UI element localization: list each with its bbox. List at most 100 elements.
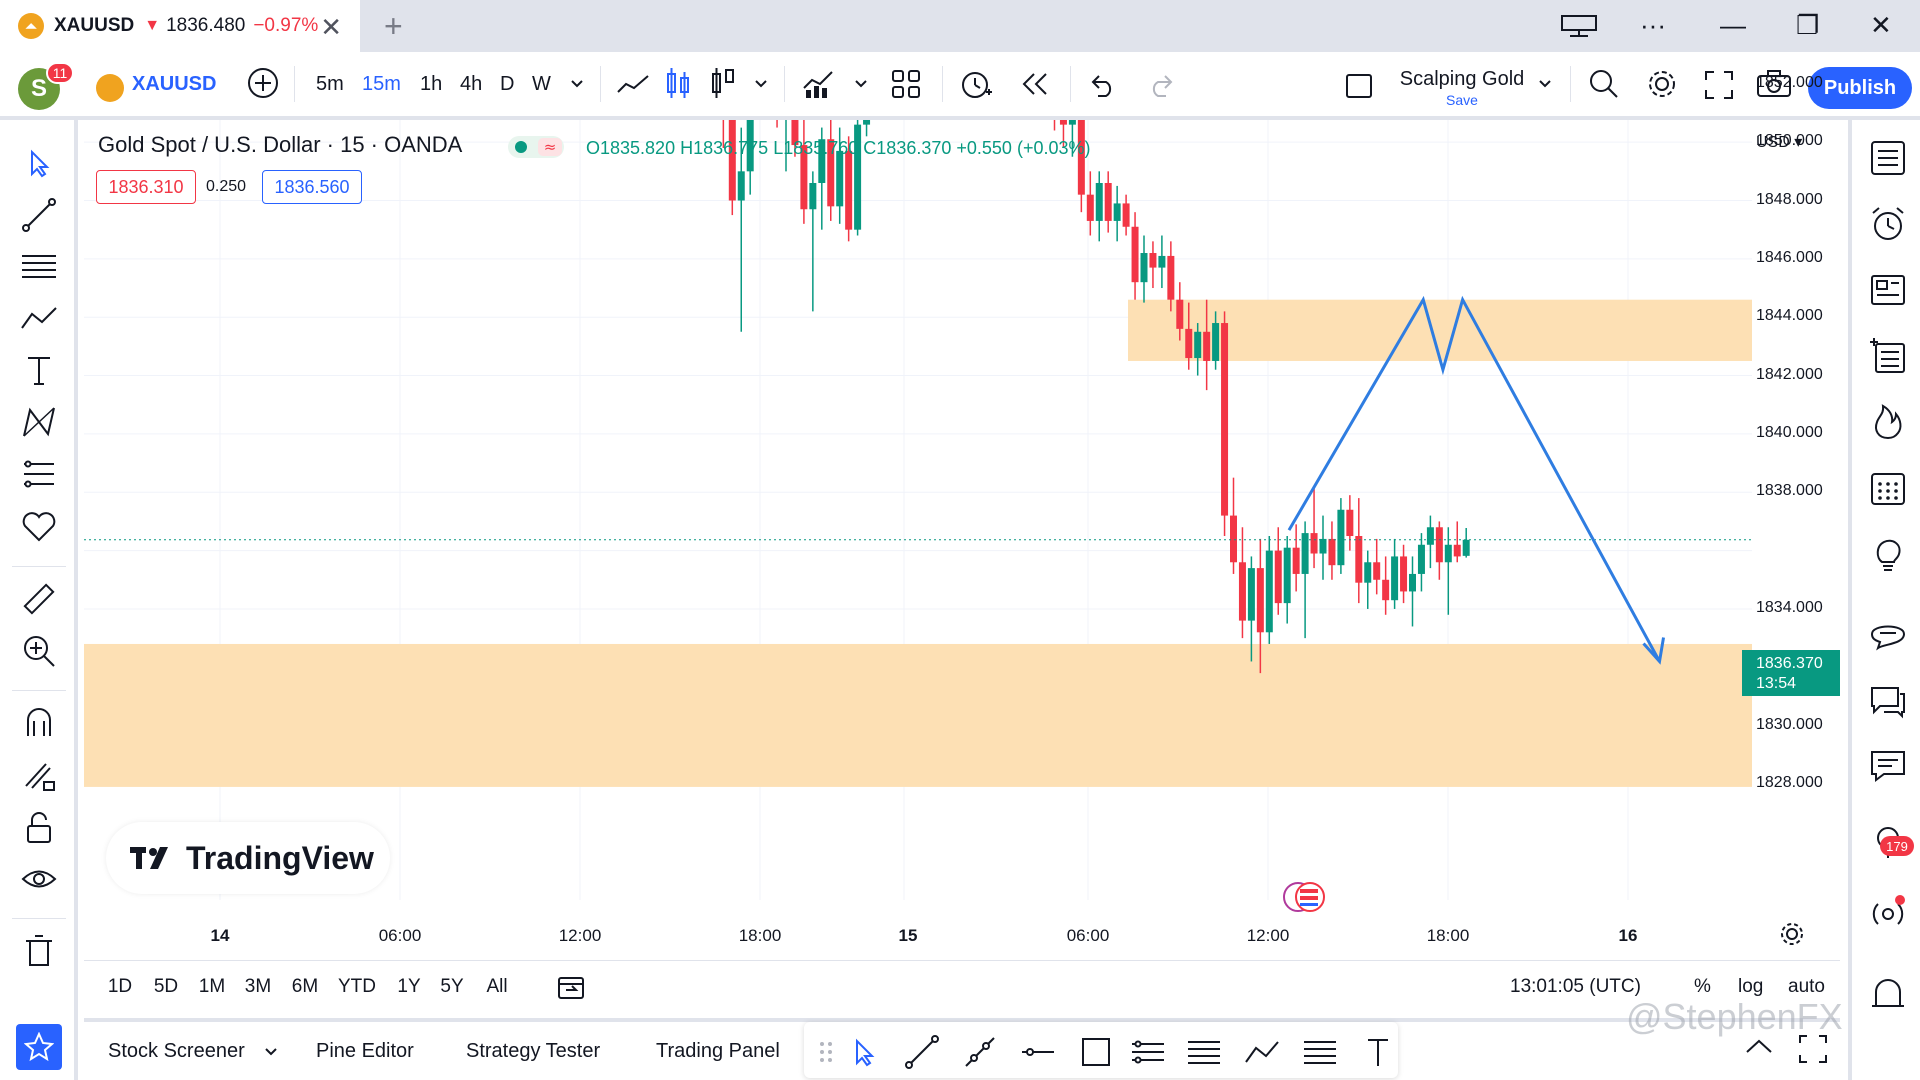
interval-5m[interactable]: 5m (316, 72, 344, 95)
range-button[interactable]: 5Y (440, 976, 464, 997)
broadcast-icon[interactable] (1868, 894, 1908, 934)
eye-icon[interactable] (20, 860, 58, 898)
goto-date-icon[interactable] (556, 974, 586, 1002)
pencil-lock-icon[interactable] (20, 756, 58, 794)
range-button[interactable]: 1Y (397, 976, 421, 997)
interval-1h[interactable]: 1h (420, 72, 443, 95)
ruler-icon[interactable] (20, 580, 58, 618)
fullscreen-icon[interactable] (1704, 70, 1734, 100)
axis-settings-gear-icon[interactable] (1778, 920, 1806, 948)
data-window-icon[interactable] (1868, 270, 1908, 310)
bar-style-icon[interactable] (710, 66, 738, 102)
text-tool-icon[interactable] (1360, 1034, 1396, 1070)
trend-line-icon[interactable] (904, 1034, 940, 1070)
chevron-down-icon[interactable] (854, 78, 868, 92)
chevron-down-icon[interactable] (570, 78, 584, 92)
help-bell-icon[interactable] (1868, 974, 1908, 1014)
chats-icon[interactable] (1868, 680, 1908, 720)
indicators-icon[interactable] (802, 66, 836, 102)
price-chart[interactable] (84, 120, 1840, 958)
range-button[interactable]: All (486, 976, 508, 997)
lock-icon[interactable] (20, 808, 58, 846)
compare-add-icon[interactable] (246, 66, 280, 102)
range-button[interactable]: 6M (291, 976, 319, 997)
tab-trading-panel[interactable]: Trading Panel (656, 1040, 780, 1062)
ray-icon[interactable] (962, 1034, 998, 1070)
interval-w[interactable]: W (532, 72, 551, 95)
redo-icon[interactable] (1146, 70, 1176, 100)
alarm-clock-icon[interactable] (1868, 204, 1908, 244)
layout-name[interactable]: Scalping Gold (1399, 68, 1525, 90)
range-button[interactable]: YTD (338, 976, 376, 997)
minimize-icon[interactable]: — (1720, 10, 1746, 40)
range-button[interactable]: 1D (107, 976, 133, 997)
layout-checkbox-icon[interactable] (1344, 72, 1374, 100)
buy-price-button[interactable]: 1836.560 (262, 170, 362, 204)
object-tree-icon[interactable] (1868, 336, 1908, 376)
utc-clock[interactable]: 13:01:05 (UTC) (1510, 976, 1641, 997)
percent-scale-toggle[interactable]: % (1694, 976, 1711, 997)
projection-icon[interactable] (20, 404, 58, 442)
window-menu-icon[interactable]: ··· (1640, 10, 1666, 40)
fib-retracement-icon[interactable] (1302, 1034, 1338, 1070)
sell-price-button[interactable]: 1836.310 (96, 170, 196, 204)
tab-strategy-tester[interactable]: Strategy Tester (466, 1040, 601, 1062)
pitchfork-icon[interactable] (1186, 1034, 1222, 1070)
search-icon[interactable] (1588, 68, 1620, 102)
chat-icon[interactable] (1868, 746, 1908, 786)
camera-icon[interactable] (1756, 68, 1792, 102)
auto-scale-toggle[interactable]: auto (1788, 976, 1825, 997)
publish-button[interactable]: Publish (1808, 67, 1912, 109)
heart-icon[interactable] (20, 508, 58, 546)
screens-icon[interactable] (1560, 14, 1598, 38)
range-button[interactable]: 1M (198, 976, 226, 997)
tab-pine-editor[interactable]: Pine Editor (316, 1040, 414, 1062)
horizontal-line-icon[interactable] (1020, 1034, 1056, 1070)
trend-line-icon[interactable] (20, 196, 58, 234)
watchlist-icon[interactable] (1868, 138, 1908, 178)
forecast-icon[interactable] (20, 456, 58, 494)
zoom-in-icon[interactable] (20, 632, 58, 670)
maximize-panel-icon[interactable] (1798, 1034, 1828, 1064)
rectangle-icon[interactable] (1078, 1034, 1114, 1070)
fib-lines-icon[interactable] (20, 248, 58, 286)
chart-legend-title[interactable]: Gold Spot / U.S. Dollar · 15 · OANDA (98, 132, 463, 157)
economic-event-flags-icon[interactable] (1282, 880, 1328, 914)
path-tool-icon[interactable] (1244, 1034, 1280, 1070)
range-button[interactable]: 5D (153, 976, 179, 997)
chevron-down-icon[interactable] (754, 78, 768, 92)
alert-add-icon[interactable] (958, 66, 994, 102)
log-scale-toggle[interactable]: log (1738, 976, 1764, 997)
chevron-down-icon[interactable] (1538, 78, 1552, 92)
hotlist-fire-icon[interactable] (1868, 402, 1908, 442)
trash-icon[interactable] (20, 932, 58, 970)
range-button[interactable]: 3M (244, 976, 272, 997)
new-tab-icon[interactable]: + (384, 8, 403, 44)
magnet-icon[interactable] (20, 704, 58, 742)
active-tab[interactable]: ⏶ XAUUSD ▼ 1836.480 −0.97% ✕ (0, 0, 360, 52)
interval-d[interactable]: D (500, 72, 515, 95)
cursor-icon[interactable] (20, 144, 58, 182)
undo-icon[interactable] (1088, 70, 1118, 100)
gear-icon[interactable] (1646, 68, 1678, 102)
text-tool-icon[interactable] (20, 352, 58, 390)
layout-save-label[interactable]: Save (1446, 92, 1478, 108)
market-status[interactable]: ≈ (508, 136, 564, 158)
streams-icon[interactable] (1868, 614, 1908, 654)
tab-close-icon[interactable]: ✕ (320, 12, 342, 42)
drag-handle-icon[interactable] (808, 1034, 844, 1070)
calendar-icon[interactable] (1868, 468, 1908, 508)
tab-stock-screener[interactable]: Stock Screener (108, 1040, 245, 1062)
window-close-icon[interactable]: ✕ (1870, 10, 1892, 40)
favorites-button[interactable] (16, 1024, 62, 1070)
collapse-panel-icon[interactable] (1744, 1036, 1774, 1056)
interval-15m[interactable]: 15m (362, 72, 401, 95)
symbol-name[interactable]: XAUUSD (132, 72, 217, 95)
maximize-icon[interactable]: ❐ (1796, 10, 1820, 40)
interval-4h[interactable]: 4h (460, 72, 483, 95)
chevron-down-icon[interactable] (264, 1046, 278, 1058)
cursor-icon[interactable] (846, 1034, 882, 1070)
candles-icon[interactable] (664, 66, 692, 102)
layout-grid-icon[interactable] (890, 68, 922, 100)
tradingview-logo[interactable]: TradingView (106, 822, 390, 894)
